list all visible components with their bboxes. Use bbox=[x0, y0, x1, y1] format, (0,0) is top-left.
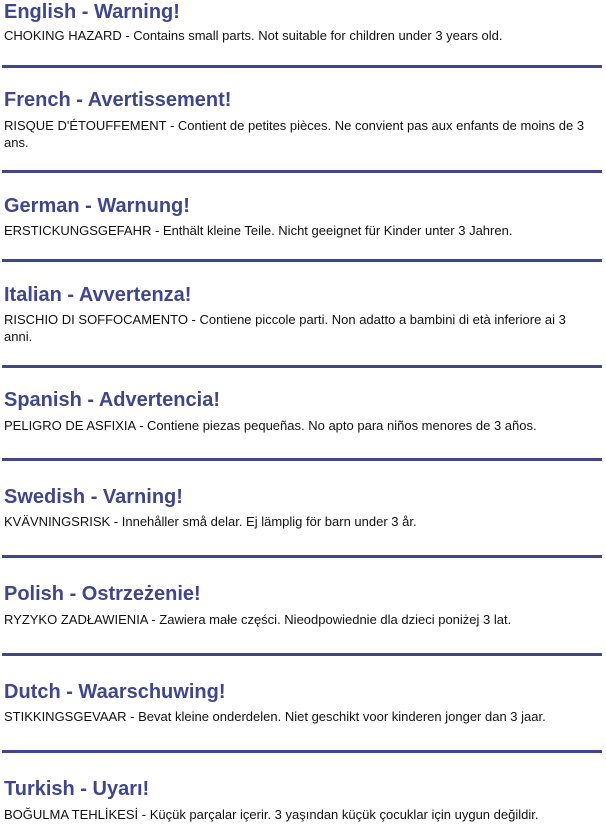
warning-text: ERSTICKUNGSGEFAHR - Enthält kleine Teile… bbox=[4, 223, 513, 238]
warning-text: STIKKINGSGEVAAR - Bevat kleine onderdele… bbox=[4, 709, 546, 724]
warning-text: RISQUE D'ÉTOUFFEMENT - Contient de petit… bbox=[4, 118, 585, 150]
warning-text: KVÄVNINGSRISK - Innehåller små delar. Ej… bbox=[4, 514, 417, 529]
warning-heading: French - Avertissement! bbox=[4, 89, 232, 111]
warning-heading: Swedish - Varning! bbox=[4, 486, 183, 508]
warning-heading: Dutch - Waarschuwing! bbox=[4, 681, 226, 703]
warning-heading: German - Warnung! bbox=[4, 195, 190, 217]
divider bbox=[2, 458, 602, 461]
divider bbox=[2, 555, 602, 558]
warning-heading: Spanish - Advertencia! bbox=[4, 389, 220, 411]
warning-text: RYZYKO ZADŁAWIENIA - Zawiera małe części… bbox=[4, 612, 512, 627]
divider bbox=[2, 170, 602, 173]
divider bbox=[2, 653, 602, 656]
warning-heading: Turkish - Uyarı! bbox=[4, 778, 150, 800]
warning-heading: Polish - Ostrzeżenie! bbox=[4, 583, 201, 605]
warning-text: BOĞULMA TEHLİKESİ - Küçük parçalar içeri… bbox=[4, 807, 539, 822]
warning-heading: Italian - Avvertenza! bbox=[4, 284, 192, 306]
warning-text: CHOKING HAZARD - Contains small parts. N… bbox=[4, 28, 503, 43]
warning-text: RISCHIO DI SOFFOCAMENTO - Contiene picco… bbox=[4, 312, 566, 344]
divider bbox=[2, 750, 602, 753]
warning-heading: English - Warning! bbox=[4, 1, 180, 23]
divider bbox=[2, 259, 602, 262]
warning-text: PELIGRO DE ASFIXIA - Contiene piezas peq… bbox=[4, 418, 537, 433]
divider bbox=[2, 65, 602, 68]
divider bbox=[2, 365, 602, 368]
